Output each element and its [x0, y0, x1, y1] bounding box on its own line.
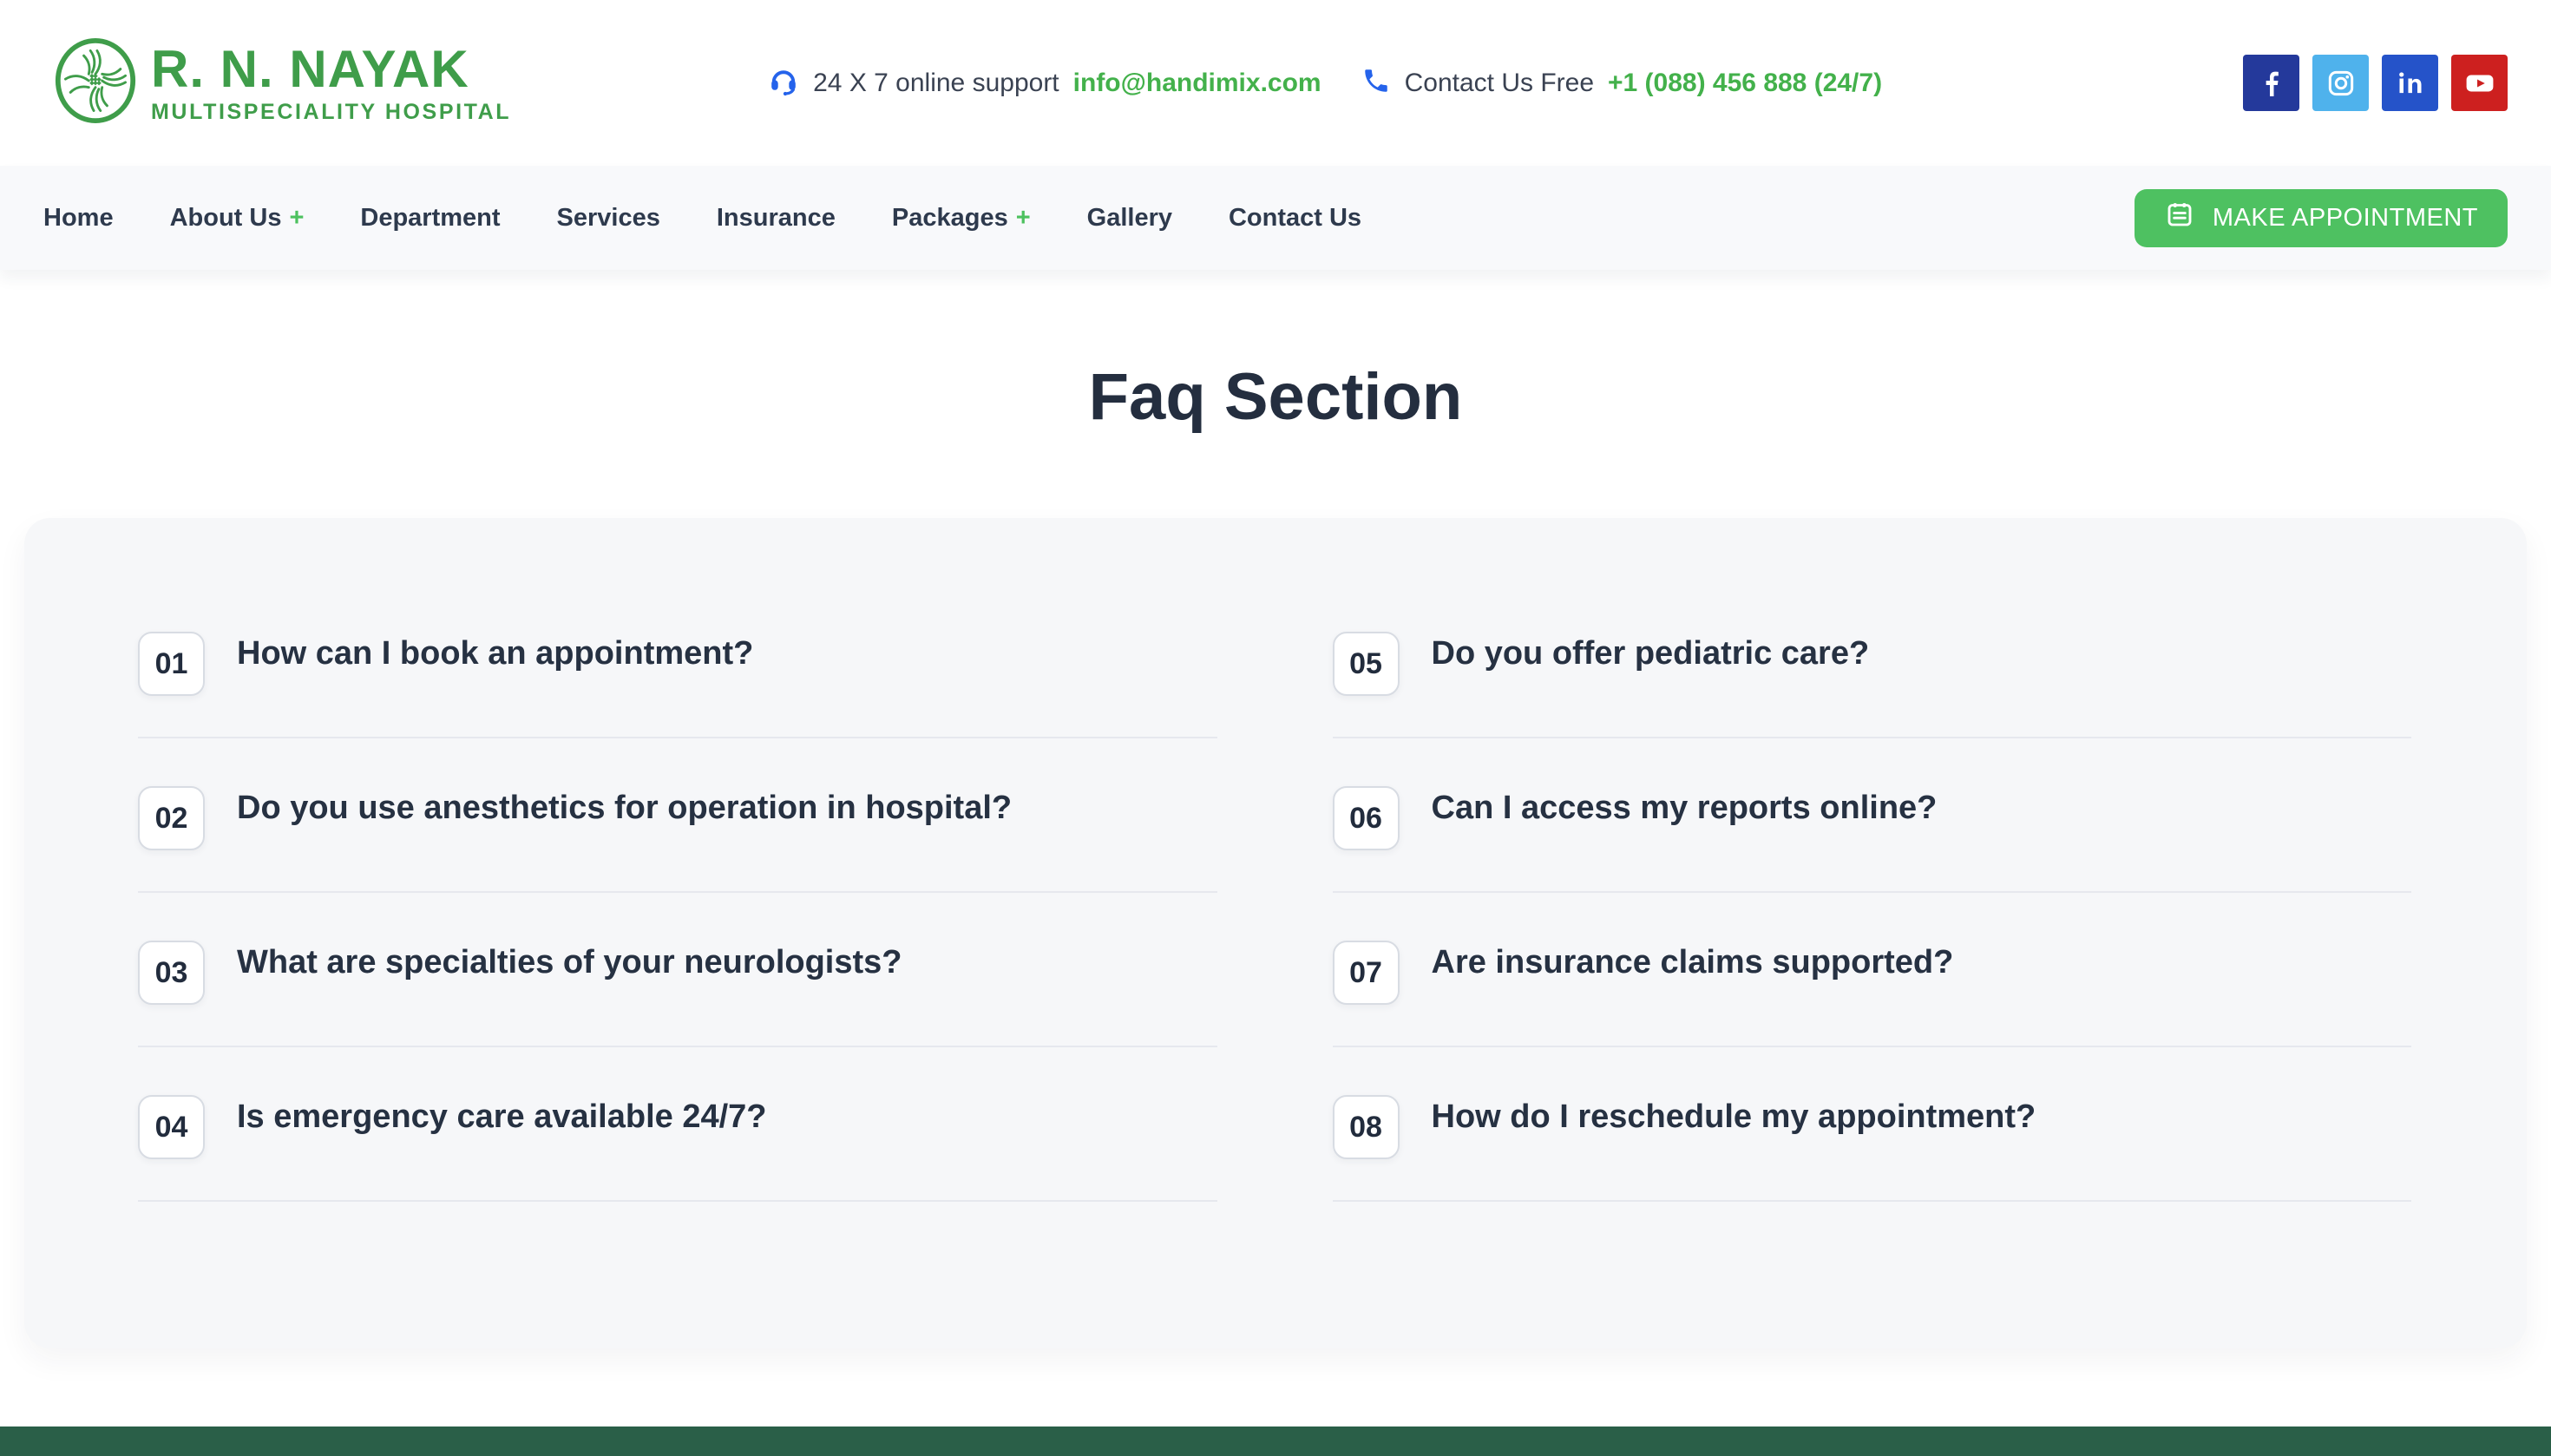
make-appointment-button[interactable]: MAKE APPOINTMENT: [2134, 188, 2508, 247]
faq-item[interactable]: 07 Are insurance claims supported?: [1332, 941, 2411, 1047]
faq-column-right: 05 Do you offer pediatric care? 06 Can I…: [1332, 632, 2411, 1348]
contact-free-label: Contact Us Free: [1404, 68, 1595, 97]
nav-item-insurance[interactable]: Insurance: [717, 204, 836, 233]
faq-item[interactable]: 04 Is emergency care available 24/7?: [138, 1095, 1217, 1202]
online-support-group: 24 X 7 online support info@handimix.com: [768, 65, 1321, 101]
nav-item-packages[interactable]: Packages +: [892, 204, 1031, 233]
nav-item-home[interactable]: Home: [43, 204, 114, 233]
nav-item-services[interactable]: Services: [557, 204, 660, 233]
footer-strip: [0, 1426, 2551, 1456]
hospital-logo[interactable]: R. N. NAYAK MULTISPECIALITY HOSPITAL: [54, 37, 511, 128]
nav-item-label: Packages: [891, 203, 1008, 232]
nav-item-label: Services: [556, 203, 660, 232]
contact-free-group: Contact Us Free +1 (088) 456 888 (24/7): [1361, 66, 1882, 100]
main-nav: Home About Us + Department Services Insur…: [0, 166, 2551, 270]
nav-item-label: Home: [43, 203, 114, 232]
nav-item-department[interactable]: Department: [360, 204, 500, 233]
youtube-icon[interactable]: [2451, 55, 2508, 111]
instagram-icon[interactable]: [2312, 55, 2369, 111]
nav-item-label: About Us: [169, 203, 282, 232]
faq-question: Is emergency care available 24/7?: [237, 1099, 767, 1135]
faq-column-left: 01 How can I book an appointment? 02 Do …: [138, 632, 1217, 1348]
plus-icon: +: [1015, 203, 1031, 232]
nav-item-contact-us[interactable]: Contact Us: [1229, 204, 1361, 233]
faq-number-badge: 03: [138, 941, 205, 1005]
faq-number-badge: 08: [1332, 1095, 1400, 1159]
faq-question: What are specialties of your neurologist…: [237, 944, 902, 981]
brand-name: R. N. NAYAK: [151, 39, 469, 98]
faq-number-badge: 06: [1332, 786, 1400, 850]
faq-number-badge: 07: [1332, 941, 1400, 1005]
facebook-icon[interactable]: [2243, 55, 2299, 111]
header: R. N. NAYAK MULTISPECIALITY HOSPITAL 24 …: [0, 0, 2551, 166]
nav-item-label: Gallery: [1086, 203, 1172, 232]
faq-question: How do I reschedule my appointment?: [1431, 1099, 2036, 1135]
brand-tagline: MULTISPECIALITY HOSPITAL: [151, 99, 512, 124]
faq-item[interactable]: 08 How do I reschedule my appointment?: [1332, 1095, 2411, 1202]
social-links: [2243, 55, 2508, 111]
nav-item-label: Insurance: [716, 203, 836, 232]
faq-number-badge: 05: [1332, 632, 1400, 696]
nav-item-label: Contact Us: [1228, 203, 1362, 232]
faq-number-badge: 02: [138, 786, 205, 850]
make-appointment-label: MAKE APPOINTMENT: [2212, 203, 2478, 232]
faq-question: Do you offer pediatric care?: [1431, 635, 1870, 672]
plus-icon: +: [289, 203, 305, 232]
phone-icon: [1361, 66, 1391, 100]
faq-panel: 01 How can I book an appointment? 02 Do …: [24, 518, 2527, 1348]
faq-number-badge: 04: [138, 1095, 205, 1159]
faq-question: Do you use anesthetics for operation in …: [237, 790, 1013, 826]
faq-item[interactable]: 01 How can I book an appointment?: [138, 632, 1217, 738]
faq-question: How can I book an appointment?: [237, 635, 754, 672]
nav-item-about-us[interactable]: About Us +: [170, 204, 305, 233]
contact-phone-link[interactable]: +1 (088) 456 888 (24/7): [1608, 68, 1883, 97]
calendar-icon: [2164, 199, 2195, 237]
headset-icon: [768, 65, 799, 101]
faq-question: Can I access my reports online?: [1431, 790, 1938, 826]
topbar-contact-strip: 24 X 7 online support info@handimix.com …: [768, 65, 1882, 101]
nav-item-label: Department: [360, 203, 501, 232]
faq-item[interactable]: 02 Do you use anesthetics for operation …: [138, 786, 1217, 893]
logo-swirl-icon: [54, 37, 137, 128]
linkedin-icon[interactable]: [2382, 55, 2438, 111]
faq-item[interactable]: 03 What are specialties of your neurolog…: [138, 941, 1217, 1047]
support-label: 24 X 7 online support: [813, 68, 1059, 97]
faq-item[interactable]: 05 Do you offer pediatric care?: [1332, 632, 2411, 738]
faq-number-badge: 01: [138, 632, 205, 696]
support-email-link[interactable]: info@handimix.com: [1072, 68, 1321, 97]
nav-item-gallery[interactable]: Gallery: [1087, 204, 1172, 233]
page-title: Faq Section: [1088, 360, 1463, 434]
faq-question: Are insurance claims supported?: [1431, 944, 1954, 981]
faq-item[interactable]: 06 Can I access my reports online?: [1332, 786, 2411, 893]
